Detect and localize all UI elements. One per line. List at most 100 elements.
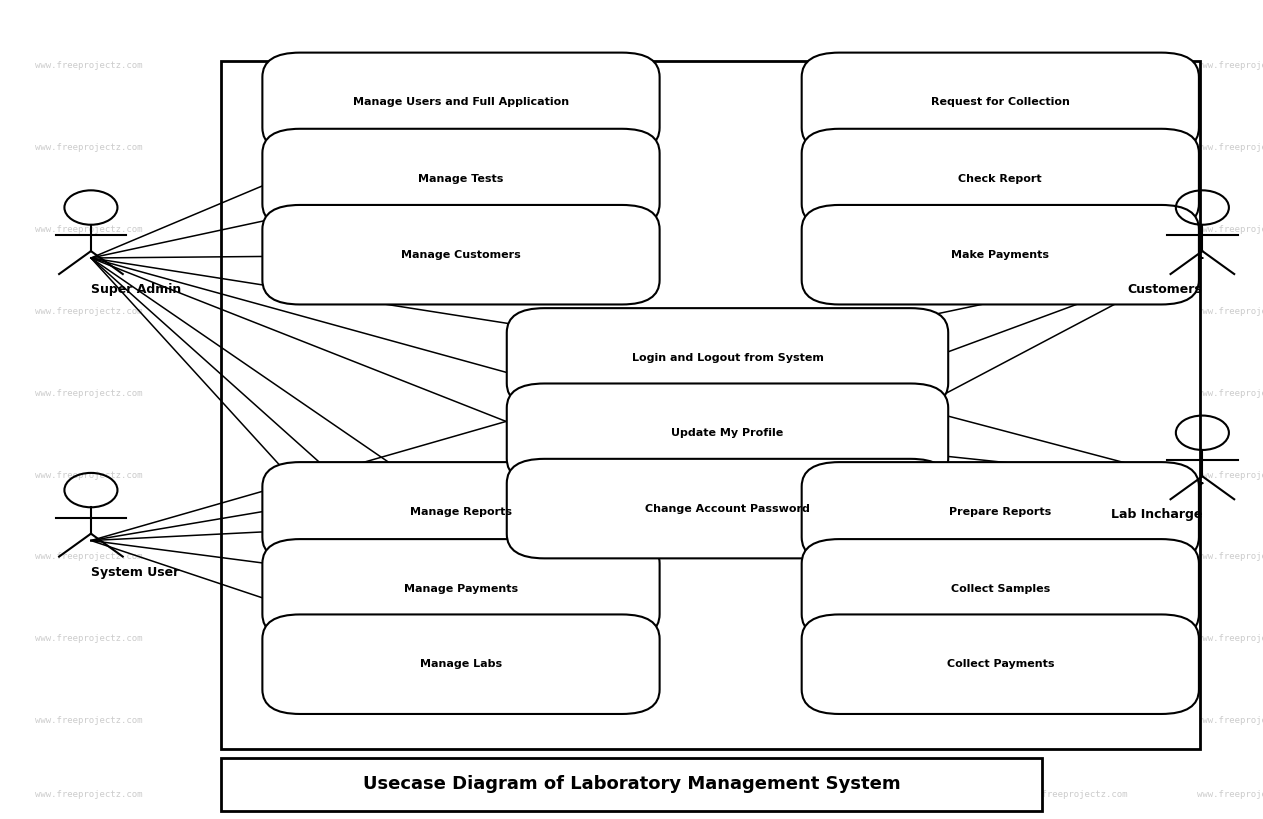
Text: www.freeprojectz.com: www.freeprojectz.com [640, 389, 749, 397]
Text: www.freeprojectz.com: www.freeprojectz.com [34, 225, 143, 233]
FancyBboxPatch shape [802, 614, 1199, 714]
Text: www.freeprojectz.com: www.freeprojectz.com [1019, 553, 1128, 561]
Text: www.freeprojectz.com: www.freeprojectz.com [1196, 389, 1263, 397]
Text: www.freeprojectz.com: www.freeprojectz.com [1196, 717, 1263, 725]
FancyBboxPatch shape [263, 539, 659, 639]
Text: www.freeprojectz.com: www.freeprojectz.com [1019, 471, 1128, 479]
FancyBboxPatch shape [802, 129, 1199, 229]
Text: Make Payments: Make Payments [951, 250, 1050, 260]
Text: www.freeprojectz.com: www.freeprojectz.com [236, 143, 345, 152]
Text: www.freeprojectz.com: www.freeprojectz.com [1196, 61, 1263, 70]
Text: www.freeprojectz.com: www.freeprojectz.com [640, 225, 749, 233]
Text: www.freeprojectz.com: www.freeprojectz.com [640, 717, 749, 725]
Text: www.freeprojectz.com: www.freeprojectz.com [236, 717, 345, 725]
Text: www.freeprojectz.com: www.freeprojectz.com [236, 307, 345, 315]
Text: Collect Samples: Collect Samples [951, 584, 1050, 594]
Text: Usecase Diagram of Laboratory Management System: Usecase Diagram of Laboratory Management… [362, 776, 901, 793]
Text: www.freeprojectz.com: www.freeprojectz.com [438, 471, 547, 479]
Text: www.freeprojectz.com: www.freeprojectz.com [438, 61, 547, 70]
Text: www.freeprojectz.com: www.freeprojectz.com [1196, 471, 1263, 479]
Text: www.freeprojectz.com: www.freeprojectz.com [236, 471, 345, 479]
Text: www.freeprojectz.com: www.freeprojectz.com [34, 717, 143, 725]
Text: www.freeprojectz.com: www.freeprojectz.com [830, 790, 938, 799]
Text: Request for Collection: Request for Collection [931, 97, 1070, 107]
FancyBboxPatch shape [263, 462, 659, 562]
Text: www.freeprojectz.com: www.freeprojectz.com [1196, 790, 1263, 799]
Text: Customers: Customers [1128, 283, 1202, 296]
Text: www.freeprojectz.com: www.freeprojectz.com [1019, 225, 1128, 233]
Text: www.freeprojectz.com: www.freeprojectz.com [236, 553, 345, 561]
FancyBboxPatch shape [221, 61, 1200, 749]
Text: Manage Payments: Manage Payments [404, 584, 518, 594]
Text: www.freeprojectz.com: www.freeprojectz.com [1019, 717, 1128, 725]
FancyBboxPatch shape [506, 383, 949, 483]
Text: Manage Customers: Manage Customers [402, 250, 520, 260]
Text: www.freeprojectz.com: www.freeprojectz.com [236, 635, 345, 643]
FancyBboxPatch shape [263, 205, 659, 305]
Text: Change Account Password: Change Account Password [645, 504, 810, 514]
Text: www.freeprojectz.com: www.freeprojectz.com [830, 553, 938, 561]
FancyBboxPatch shape [802, 539, 1199, 639]
FancyBboxPatch shape [263, 129, 659, 229]
Text: www.freeprojectz.com: www.freeprojectz.com [640, 471, 749, 479]
Text: www.freeprojectz.com: www.freeprojectz.com [438, 389, 547, 397]
Text: www.freeprojectz.com: www.freeprojectz.com [640, 307, 749, 315]
Text: www.freeprojectz.com: www.freeprojectz.com [1019, 635, 1128, 643]
Text: Lab Incharge: Lab Incharge [1111, 509, 1202, 522]
Text: www.freeprojectz.com: www.freeprojectz.com [1019, 61, 1128, 70]
Text: www.freeprojectz.com: www.freeprojectz.com [236, 790, 345, 799]
Text: www.freeprojectz.com: www.freeprojectz.com [438, 225, 547, 233]
Text: System User: System User [91, 566, 179, 579]
Text: www.freeprojectz.com: www.freeprojectz.com [830, 143, 938, 152]
Text: www.freeprojectz.com: www.freeprojectz.com [34, 61, 143, 70]
Text: Prepare Reports: Prepare Reports [950, 507, 1051, 517]
Text: www.freeprojectz.com: www.freeprojectz.com [1019, 790, 1128, 799]
Text: www.freeprojectz.com: www.freeprojectz.com [34, 307, 143, 315]
Text: Manage Reports: Manage Reports [410, 507, 512, 517]
Text: www.freeprojectz.com: www.freeprojectz.com [830, 225, 938, 233]
Text: www.freeprojectz.com: www.freeprojectz.com [34, 553, 143, 561]
Text: www.freeprojectz.com: www.freeprojectz.com [236, 389, 345, 397]
Text: Manage Tests: Manage Tests [418, 174, 504, 183]
Text: www.freeprojectz.com: www.freeprojectz.com [640, 61, 749, 70]
Text: www.freeprojectz.com: www.freeprojectz.com [1019, 307, 1128, 315]
Text: Login and Logout from System: Login and Logout from System [632, 353, 823, 363]
Text: www.freeprojectz.com: www.freeprojectz.com [438, 790, 547, 799]
Text: www.freeprojectz.com: www.freeprojectz.com [1019, 389, 1128, 397]
Text: www.freeprojectz.com: www.freeprojectz.com [640, 635, 749, 643]
FancyBboxPatch shape [802, 205, 1199, 305]
Text: www.freeprojectz.com: www.freeprojectz.com [438, 307, 547, 315]
Text: www.freeprojectz.com: www.freeprojectz.com [1196, 307, 1263, 315]
Text: www.freeprojectz.com: www.freeprojectz.com [34, 143, 143, 152]
Text: www.freeprojectz.com: www.freeprojectz.com [438, 717, 547, 725]
FancyBboxPatch shape [263, 614, 659, 714]
Text: Update My Profile: Update My Profile [672, 428, 783, 438]
Text: www.freeprojectz.com: www.freeprojectz.com [830, 389, 938, 397]
Text: www.freeprojectz.com: www.freeprojectz.com [1196, 143, 1263, 152]
Text: Manage Users and Full Application: Manage Users and Full Application [352, 97, 570, 107]
Text: www.freeprojectz.com: www.freeprojectz.com [830, 635, 938, 643]
Text: www.freeprojectz.com: www.freeprojectz.com [34, 790, 143, 799]
FancyBboxPatch shape [506, 459, 949, 559]
Text: www.freeprojectz.com: www.freeprojectz.com [1196, 225, 1263, 233]
FancyBboxPatch shape [802, 462, 1199, 562]
Text: www.freeprojectz.com: www.freeprojectz.com [236, 225, 345, 233]
Text: www.freeprojectz.com: www.freeprojectz.com [438, 553, 547, 561]
Text: www.freeprojectz.com: www.freeprojectz.com [236, 61, 345, 70]
Text: www.freeprojectz.com: www.freeprojectz.com [438, 143, 547, 152]
FancyBboxPatch shape [221, 758, 1042, 811]
Text: Check Report: Check Report [959, 174, 1042, 183]
Text: www.freeprojectz.com: www.freeprojectz.com [640, 790, 749, 799]
Text: www.freeprojectz.com: www.freeprojectz.com [34, 471, 143, 479]
Text: Collect Payments: Collect Payments [946, 659, 1055, 669]
FancyBboxPatch shape [263, 52, 659, 152]
FancyBboxPatch shape [506, 308, 949, 408]
Text: www.freeprojectz.com: www.freeprojectz.com [438, 635, 547, 643]
Text: www.freeprojectz.com: www.freeprojectz.com [830, 307, 938, 315]
Text: www.freeprojectz.com: www.freeprojectz.com [1196, 635, 1263, 643]
FancyBboxPatch shape [802, 52, 1199, 152]
Text: www.freeprojectz.com: www.freeprojectz.com [830, 61, 938, 70]
Text: www.freeprojectz.com: www.freeprojectz.com [640, 553, 749, 561]
Text: www.freeprojectz.com: www.freeprojectz.com [830, 471, 938, 479]
Text: www.freeprojectz.com: www.freeprojectz.com [34, 635, 143, 643]
